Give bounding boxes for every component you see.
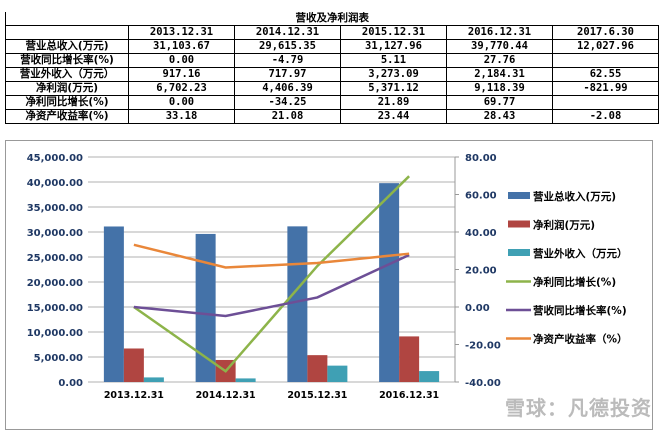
x-tick-label: 2016.12.31 [379,390,439,401]
table-row: 净利润(万元) 6,702.23 4,406.39 5,371.12 9,118.39-… [5,81,659,96]
y2-tick-label: 40.00 [465,228,497,239]
y-tick-label: 15,000.00 [27,303,83,314]
income-table: 营收及净利润表 2013.12.31 2014.12.31 2015.12.31 20… [5,12,659,124]
table-cell: 39,770.44 [446,39,553,54]
table-cell: 21.89 [340,95,447,110]
bar [123,348,144,382]
y2-tick-label: -20.00 [465,341,501,352]
legend-label: 营业外收入（万元） [533,247,628,260]
bar [195,233,216,382]
line-series [133,253,410,318]
row-label: 营业总收入(万元) [5,39,129,54]
y2-tick-label: 80.00 [465,153,497,164]
line-series [133,175,410,373]
y2-tick-label: 60.00 [465,191,497,202]
table-cell: 29,615.35 [234,39,341,54]
y-tick-label: 25,000.00 [27,253,83,264]
table-row: 营收同比增长率(%) 0.00 -4.79 5.11 27.76 [5,53,659,68]
bar [143,377,164,382]
legend-label: 营收同比增长率(%) [533,304,627,317]
row-label: 净利同比增长(%) [5,95,129,110]
table-cell: 28.43 [446,109,553,124]
legend-swatch [508,220,530,228]
bar [379,183,400,382]
bar [307,355,328,382]
table-cell: 33.18 [128,109,235,124]
legend-label: 净利同比增长(%) [533,276,616,289]
bar [235,378,256,382]
y2-tick-label: 20.00 [465,266,497,277]
legend-label: 净利润(万元) [533,219,595,232]
table-cell: 31,103.67 [128,39,235,54]
table-cell: 9,118.39 [446,81,553,96]
y2-tick-label: -40.00 [465,378,501,389]
table-row: 营业总收入(万元) 31,103.67 29,615.35 31,127.96 39,7… [5,39,659,54]
legend-swatch [508,249,530,256]
table-cell: -2.08 [552,109,659,124]
table-cell: 2013.12.31 [128,25,235,40]
legend-label: 营业总收入(万元) [533,190,616,203]
bar [327,365,348,382]
y-tick-label: 30,000.00 [27,228,83,239]
y-tick-label: 35,000.00 [27,203,83,214]
line-series [133,243,410,269]
watermark: 雪球：凡德投资 [505,396,652,420]
row-label: 净资产收益率(%) [5,109,129,124]
legend-swatch [508,192,530,199]
table-cell: 4,406.39 [234,81,341,96]
y-tick-label: 10,000.00 [27,328,83,339]
y-tick-label: 0.00 [58,378,83,389]
row-label: 营业外收入（万元） [5,67,129,82]
table-cell: 21.08 [234,109,341,124]
y-tick-label: 45,000.00 [27,153,83,164]
x-tick-label: 2015.12.31 [287,390,347,401]
bar [103,226,124,382]
table-cell: 3,273.09 [340,67,447,82]
y-tick-label: 20,000.00 [27,278,83,289]
bar [419,371,440,382]
y2-tick-label: 0.00 [465,303,490,314]
table-cell: 23.44 [340,109,447,124]
table-row: 净资产收益率(%) 33.18 21.08 23.44 28.43 -2.08 [5,109,659,124]
table-cell: 2015.12.31 [340,25,447,40]
y-tick-label: 40,000.00 [27,178,83,189]
legend-label: 净资产收益率（%） [533,333,628,346]
table-cell: 5,371.12 [340,81,447,96]
table-row: 净利同比增长(%) 0.00 -34.25 21.89 69.77 [5,95,659,110]
x-tick-label: 2013.12.31 [104,390,164,401]
bar [399,336,420,382]
y-tick-label: 5,000.00 [34,353,83,364]
bar [287,226,308,382]
x-tick-label: 2014.12.31 [196,390,256,401]
